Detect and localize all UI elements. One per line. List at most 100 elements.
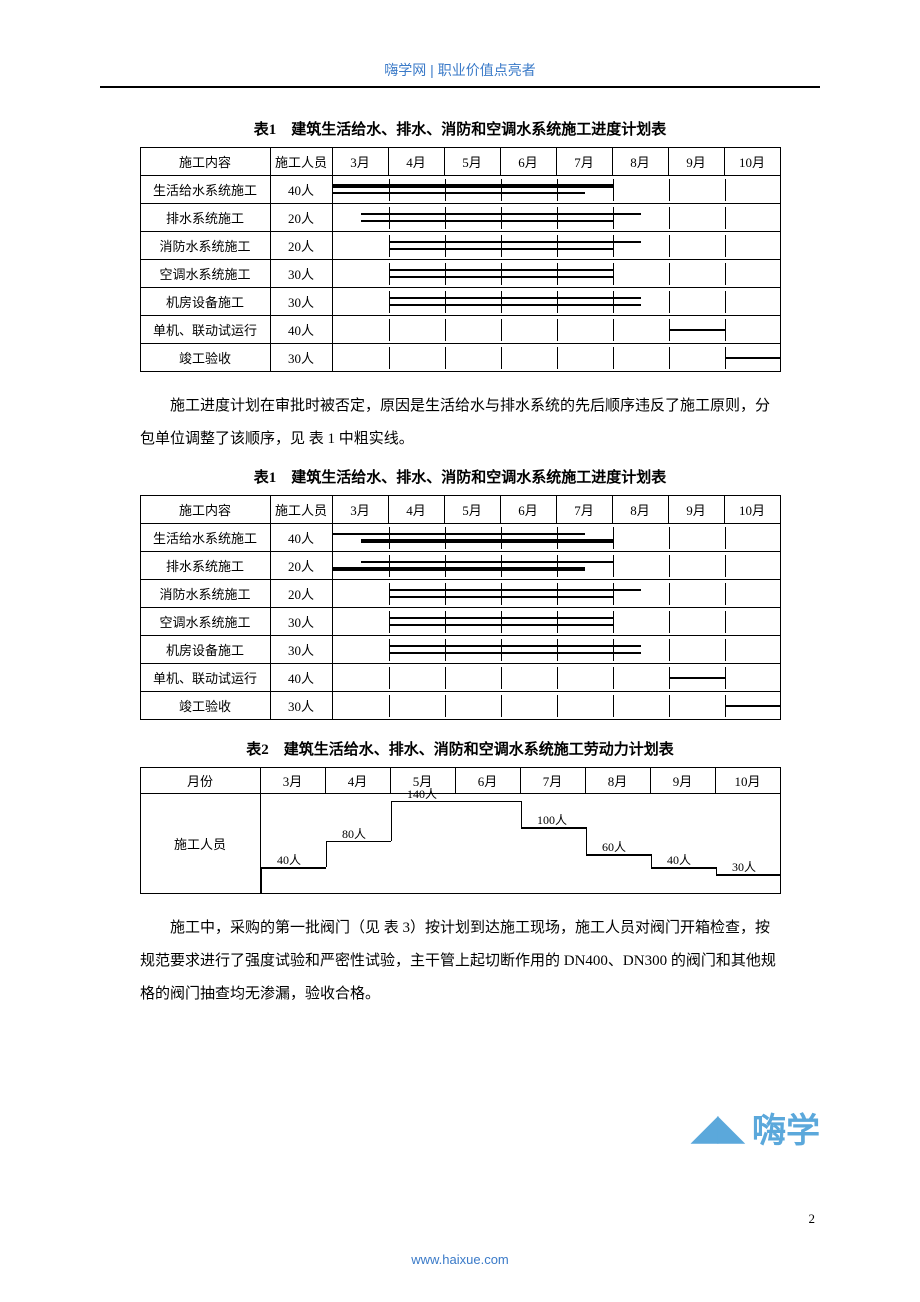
gantt-bar-cell xyxy=(332,524,780,552)
header-sep: | xyxy=(426,62,437,78)
grid-line xyxy=(501,207,502,229)
page-number: 2 xyxy=(809,1211,816,1227)
grid-line xyxy=(613,291,614,313)
task-name: 竣工验收 xyxy=(140,344,270,372)
gantt-bar xyxy=(361,213,641,215)
task-people: 40人 xyxy=(270,316,332,344)
grid-line xyxy=(669,263,670,285)
labor-month-label: 月份 xyxy=(140,768,260,794)
grid-line xyxy=(389,347,390,369)
grid-line xyxy=(613,555,614,577)
grid-line xyxy=(669,291,670,313)
grid-line xyxy=(389,235,390,257)
grid-line xyxy=(389,611,390,633)
gantt-bar-thick xyxy=(333,184,613,188)
logo-triangle-icon: ◢◣ xyxy=(692,1108,744,1148)
task-people: 40人 xyxy=(270,176,332,204)
task-name: 排水系统施工 xyxy=(140,552,270,580)
gantt-bar xyxy=(669,329,725,331)
grid-line xyxy=(445,263,446,285)
grid-line xyxy=(669,527,670,549)
paragraph-1: 施工进度计划在审批时被否定，原因是生活给水与排水系统的先后顺序违反了施工原则，分… xyxy=(140,390,780,456)
gantt-bar xyxy=(389,624,613,626)
grid-line xyxy=(445,527,446,549)
grid-line xyxy=(557,639,558,661)
grid-line xyxy=(725,639,726,661)
gantt-bar xyxy=(361,220,613,222)
gantt-bar xyxy=(333,192,585,194)
grid-line xyxy=(501,583,502,605)
task-people: 20人 xyxy=(270,232,332,260)
grid-line xyxy=(669,179,670,201)
month-header: 7月 xyxy=(556,496,612,524)
grid-line xyxy=(501,667,502,689)
gantt-bar xyxy=(389,248,613,250)
gantt-bar xyxy=(725,357,781,359)
task-name: 生活给水系统施工 xyxy=(140,176,270,204)
month-header: 4月 xyxy=(388,496,444,524)
grid-line xyxy=(501,291,502,313)
grid-line xyxy=(445,639,446,661)
task-name: 消防水系统施工 xyxy=(140,232,270,260)
grid-line xyxy=(445,291,446,313)
gantt-row: 空调水系统施工30人 xyxy=(140,260,780,288)
grid-line xyxy=(725,583,726,605)
gantt-bar-cell xyxy=(332,204,780,232)
gantt-row: 单机、联动试运行40人 xyxy=(140,316,780,344)
page-header: 嗨学网 | 职业价值点亮者 xyxy=(100,60,820,86)
gantt-table-1: 施工内容施工人员3月4月5月6月7月8月9月10月生活给水系统施工40人排水系统… xyxy=(140,147,781,372)
labor-m3: 6月 xyxy=(455,768,520,794)
task-name: 空调水系统施工 xyxy=(140,608,270,636)
gantt-row: 生活给水系统施工40人 xyxy=(140,176,780,204)
grid-line xyxy=(613,347,614,369)
grid-line xyxy=(557,291,558,313)
grid-line xyxy=(613,235,614,257)
gantt-bar xyxy=(389,297,641,299)
step-label: 140人 xyxy=(407,785,437,802)
header-divider xyxy=(100,86,820,88)
grid-line xyxy=(613,639,614,661)
step-riser xyxy=(780,874,782,894)
gantt-bar-cell xyxy=(332,664,780,692)
step-label: 40人 xyxy=(277,851,301,868)
gantt-bar xyxy=(389,304,641,306)
month-header: 5月 xyxy=(444,148,500,176)
grid-line xyxy=(613,263,614,285)
labor-m6: 9月 xyxy=(650,768,715,794)
logo-text: 嗨学 xyxy=(752,1103,820,1152)
gantt-bar xyxy=(389,276,613,278)
gantt-bar-cell xyxy=(332,552,780,580)
grid-line xyxy=(389,291,390,313)
gantt-bar xyxy=(389,617,613,619)
month-header: 7月 xyxy=(556,148,612,176)
gantt-row: 机房设备施工30人 xyxy=(140,288,780,316)
gantt-bar xyxy=(361,561,613,563)
grid-line xyxy=(613,583,614,605)
grid-line xyxy=(389,207,390,229)
labor-people-label: 施工人员 xyxy=(140,794,260,894)
grid-line xyxy=(445,347,446,369)
grid-line xyxy=(557,583,558,605)
grid-line xyxy=(445,179,446,201)
step-riser xyxy=(391,801,393,841)
task-name: 机房设备施工 xyxy=(140,636,270,664)
grid-line xyxy=(389,263,390,285)
grid-line xyxy=(389,583,390,605)
task-people: 30人 xyxy=(270,288,332,316)
gantt-bar-cell xyxy=(332,608,780,636)
paragraph-2: 施工中，采购的第一批阀门（见 表 3）按计划到达施工现场，施工人员对阀门开箱检查… xyxy=(140,912,780,1011)
gantt-row: 消防水系统施工20人 xyxy=(140,232,780,260)
grid-line xyxy=(669,611,670,633)
grid-line xyxy=(389,555,390,577)
grid-line xyxy=(445,695,446,717)
grid-line xyxy=(501,527,502,549)
gantt-bar xyxy=(389,652,641,654)
labor-head-row: 月份 3月 4月 5月 6月 7月 8月 9月 10月 xyxy=(140,768,780,794)
gantt-bar xyxy=(389,269,613,271)
gantt-bar-cell xyxy=(332,316,780,344)
grid-line xyxy=(389,319,390,341)
month-header: 8月 xyxy=(612,148,668,176)
gantt-bar-cell xyxy=(332,692,780,720)
grid-line xyxy=(557,235,558,257)
watermark-logo: ◢◣ 嗨学 xyxy=(692,1103,820,1152)
